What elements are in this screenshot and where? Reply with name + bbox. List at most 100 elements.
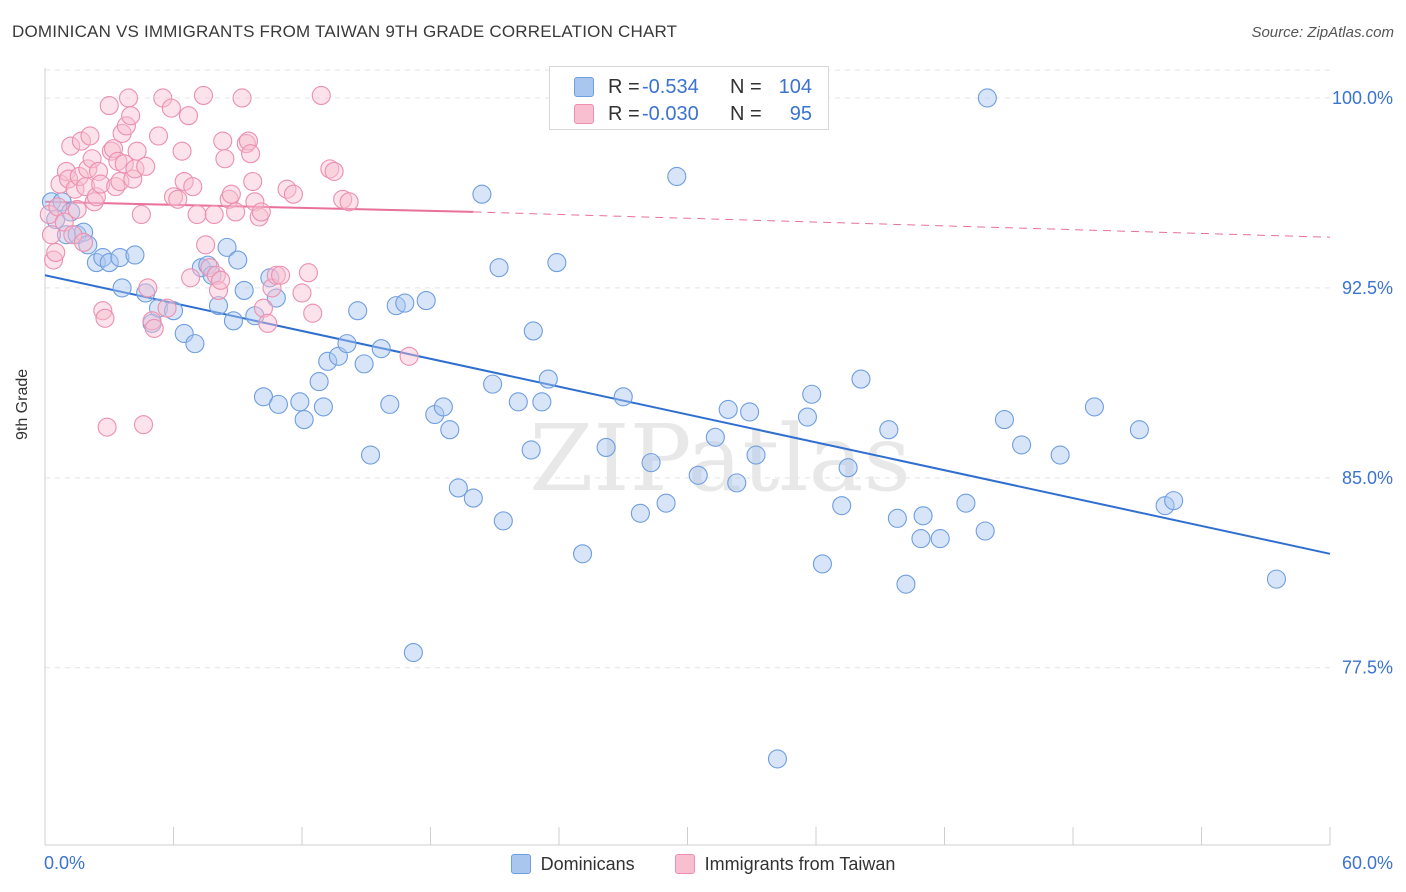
dominican-point xyxy=(208,296,229,316)
dominican-point xyxy=(93,247,113,268)
n-label: N = xyxy=(730,102,762,125)
taiwan-point xyxy=(144,318,164,338)
dominican-point xyxy=(630,503,650,523)
dominican-point xyxy=(911,529,931,549)
taiwan-point xyxy=(241,144,261,164)
taiwan-point xyxy=(63,225,83,245)
taiwan-point xyxy=(183,177,203,197)
dominican-point xyxy=(360,445,381,465)
taiwan-point xyxy=(61,136,81,156)
taiwan-point xyxy=(44,250,64,270)
taiwan-point xyxy=(99,96,119,116)
legend-item-dominicans[interactable]: Dominicans xyxy=(510,852,635,876)
n-value: 104 xyxy=(778,75,812,98)
taiwan-point xyxy=(161,98,181,118)
r-value: -0.030 xyxy=(642,102,699,125)
dominican-point xyxy=(896,574,916,594)
dominican-point xyxy=(416,291,436,311)
dominican-point xyxy=(521,440,541,460)
taiwan-point xyxy=(136,156,156,176)
dominican-point xyxy=(348,301,368,321)
dominican-point xyxy=(596,437,616,457)
dominican-point xyxy=(641,453,661,473)
dominican-point xyxy=(380,394,400,414)
dominican-point xyxy=(656,493,676,513)
dominican-point xyxy=(1084,397,1104,417)
taiwan-point xyxy=(211,270,231,290)
dominican-point xyxy=(930,529,950,549)
r-label: R = xyxy=(608,102,640,125)
dominican-point xyxy=(228,250,248,270)
taiwan-point xyxy=(148,126,169,146)
taiwan-point xyxy=(127,141,147,161)
dominican-point xyxy=(688,465,708,485)
taiwan-point xyxy=(245,192,265,212)
stats-row-taiwan: R = -0.030 N = 95 xyxy=(574,101,812,127)
taiwan-point xyxy=(121,106,141,126)
x-tick-label: 60.0% xyxy=(1342,853,1393,873)
taiwan-point xyxy=(303,303,323,323)
dominican-point xyxy=(746,445,766,465)
taiwan-point xyxy=(114,154,134,174)
taiwan-point xyxy=(82,149,102,169)
dominican-point xyxy=(705,427,725,447)
taiwan-point xyxy=(324,161,344,181)
dominican-point xyxy=(448,478,468,498)
dominican-point xyxy=(977,88,997,108)
dominican-point xyxy=(266,288,286,308)
dominican-point xyxy=(337,334,357,354)
dominican-point xyxy=(1012,435,1032,455)
legend-item-taiwan[interactable]: Immigrants from Taiwan xyxy=(674,852,895,876)
taiwan-point xyxy=(116,116,136,136)
dominican-point xyxy=(994,410,1015,430)
dominican-point xyxy=(975,521,995,541)
dominican-point xyxy=(956,493,976,513)
y-tick-label: 77.5% xyxy=(1342,658,1393,678)
taiwan-point xyxy=(46,242,66,263)
stats-legend-box: R = -0.534 N = 104 R = -0.030 N = 95 xyxy=(549,66,829,130)
legend-swatch-taiwan xyxy=(674,854,695,874)
bottom-legend: Dominicans Immigrants from Taiwan xyxy=(0,852,1406,876)
dominican-point xyxy=(1266,569,1287,589)
taiwan-point xyxy=(226,202,246,222)
stats-swatch-dominicans xyxy=(574,77,594,97)
taiwan-point xyxy=(339,192,359,212)
dominican-point xyxy=(403,642,423,663)
taiwan-point xyxy=(103,139,124,159)
dominican-point xyxy=(1050,445,1070,465)
dominican-point xyxy=(812,554,832,574)
dominican-point xyxy=(1164,491,1184,511)
dominican-point xyxy=(483,374,503,394)
taiwan-point xyxy=(271,265,291,285)
taiwan-point xyxy=(399,346,419,366)
taiwan-point xyxy=(243,171,263,192)
data-points xyxy=(39,85,1287,769)
dominican-point xyxy=(613,387,633,407)
dominican-point xyxy=(472,184,492,204)
legend-label: Dominicans xyxy=(540,853,635,874)
dominican-point xyxy=(547,253,567,273)
n-label: N = xyxy=(730,75,762,98)
taiwan-point xyxy=(168,189,188,209)
taiwan-point xyxy=(204,204,224,225)
dominican-point xyxy=(767,749,788,769)
dominican-point xyxy=(797,407,817,427)
taiwan-point xyxy=(74,232,94,252)
chart-title: DOMINICAN VS IMMIGRANTS FROM TAIWAN 9TH … xyxy=(12,22,678,41)
dominican-point xyxy=(354,354,374,374)
dominican-point xyxy=(234,280,254,300)
taiwan-point xyxy=(97,417,117,437)
dominican-point xyxy=(125,245,145,265)
dominican-point xyxy=(1129,420,1149,440)
taiwan-point xyxy=(133,415,154,435)
taiwan-point xyxy=(172,141,192,161)
dominican-point xyxy=(174,323,194,344)
taiwan-point xyxy=(193,85,214,106)
dominican-point xyxy=(294,410,314,430)
dominican-point xyxy=(313,397,333,417)
taiwan-point xyxy=(213,131,233,151)
taiwan-point xyxy=(67,199,87,219)
dominican-point xyxy=(532,392,552,412)
dominican-point xyxy=(309,372,329,392)
